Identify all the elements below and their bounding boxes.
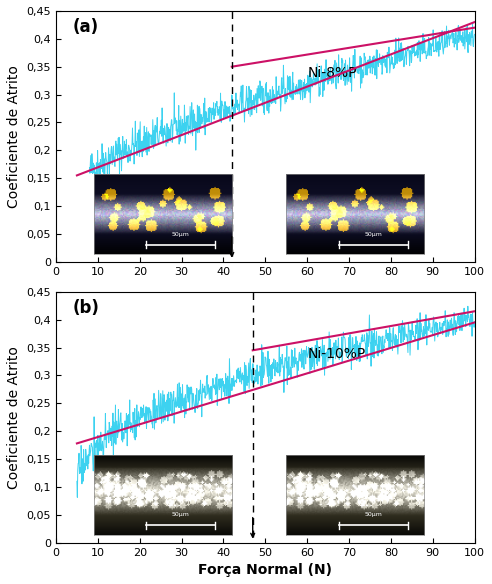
X-axis label: Força Normal (N): Força Normal (N) (198, 563, 332, 577)
Text: (b): (b) (73, 300, 99, 317)
Text: Ni-10%P: Ni-10%P (307, 347, 366, 361)
Y-axis label: Coeficiente de Atrito: Coeficiente de Atrito (7, 346, 21, 489)
Text: Ni-8%P: Ni-8%P (307, 66, 357, 80)
Y-axis label: Coeficiente de Atrito: Coeficiente de Atrito (7, 65, 21, 208)
Text: (a): (a) (73, 19, 99, 36)
